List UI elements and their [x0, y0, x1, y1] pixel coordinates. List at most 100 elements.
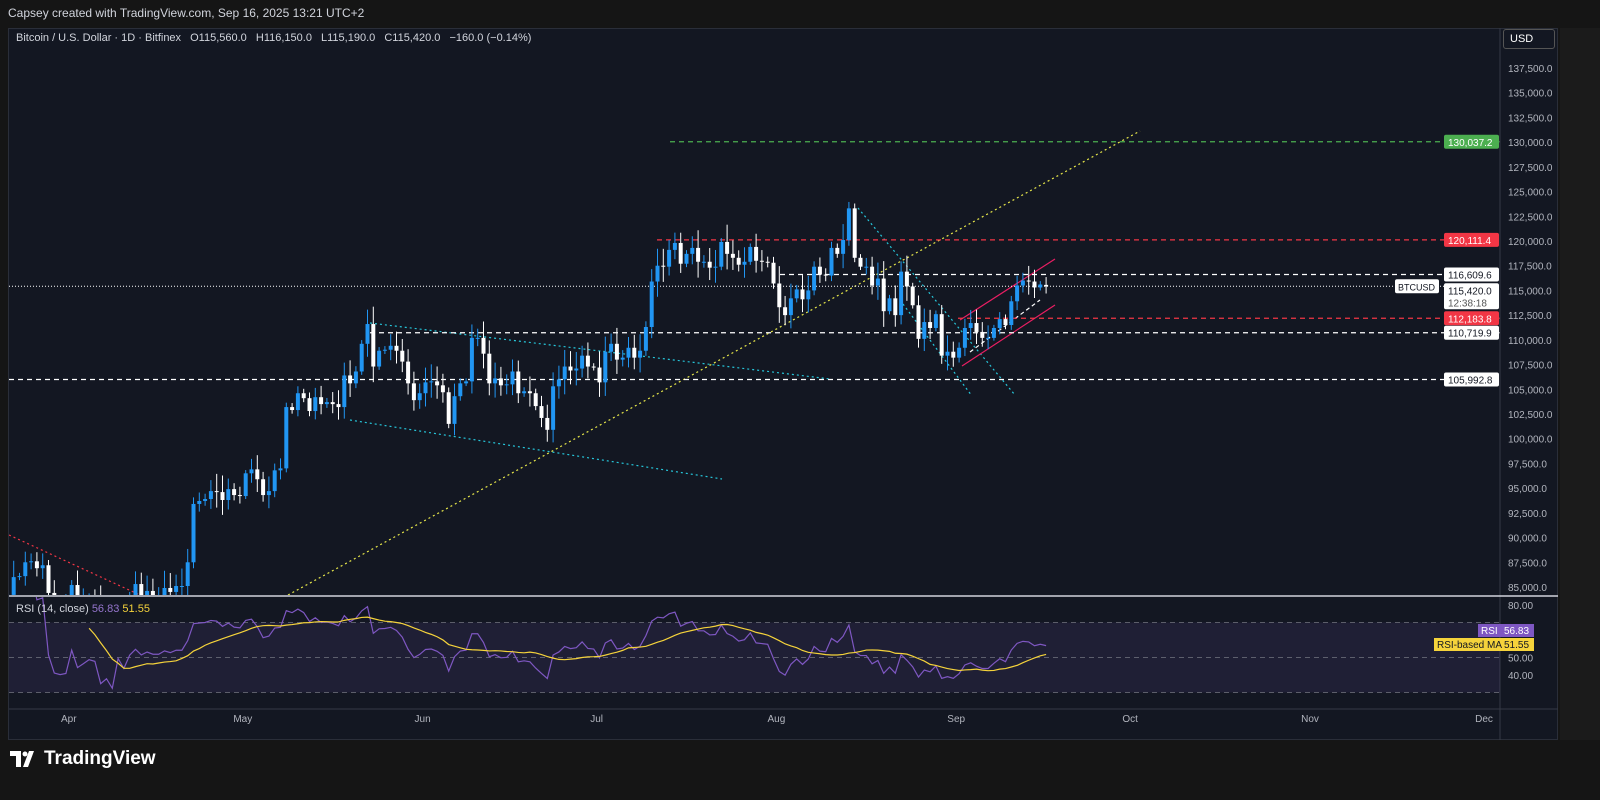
rsi-legend: RSI (14, close) 56.83 51.55: [16, 603, 150, 615]
candle-body: [545, 417, 550, 430]
candle-body: [916, 305, 921, 339]
candle-body: [417, 393, 422, 401]
candle-body: [748, 246, 753, 262]
candle-body: [887, 298, 892, 312]
ohlc-change: −160.0 (−0.14%): [449, 32, 532, 44]
candle-body: [272, 470, 277, 492]
tradingview-logo[interactable]: TradingView: [10, 748, 156, 770]
candle-body: [220, 492, 225, 501]
currency-button[interactable]: USD: [1503, 29, 1555, 49]
price-tick-label: 137,500.0: [1508, 64, 1553, 75]
candle-body: [614, 343, 619, 360]
candle-body: [406, 361, 411, 384]
rsi-value-bg: [1500, 624, 1534, 637]
candle-body: [643, 326, 648, 351]
channel-line: [961, 304, 1056, 367]
candle-body: [713, 266, 718, 268]
chart-credit: Capsey created with TradingView.com, Sep…: [8, 6, 365, 20]
symbol-legend: Bitcoin / U.S. Dollar · 1D · Bitfinex O1…: [16, 32, 537, 44]
price-level-label: 105,992.8: [1448, 375, 1493, 386]
candle-body: [962, 327, 967, 348]
price-level-label: 120,111.4: [1448, 236, 1491, 247]
candle-body: [139, 584, 144, 595]
candle-body: [348, 375, 353, 384]
candle-body: [145, 590, 150, 595]
price-tick-label: 120,000.0: [1508, 237, 1553, 248]
tv-logo-icon: [10, 751, 34, 767]
channel-line: [959, 258, 1056, 321]
rsi-tick-label: 50.00: [1508, 654, 1533, 665]
time-tick-label: Dec: [1475, 714, 1493, 725]
current-price-label-bg: [1444, 283, 1499, 310]
candle-body: [800, 289, 805, 300]
candle-body: [446, 392, 451, 424]
price-tick-label: 125,000.0: [1508, 188, 1553, 199]
trendline: [349, 419, 723, 480]
candle-body: [516, 371, 521, 394]
candle-body: [777, 283, 782, 308]
chart-frame[interactable]: [8, 28, 1558, 740]
candle-body: [17, 576, 22, 578]
candle-body: [957, 347, 962, 358]
candle-body: [933, 314, 938, 328]
candle-body: [812, 266, 817, 291]
candle-body: [870, 266, 875, 286]
candle-body: [725, 241, 730, 254]
candle-body: [835, 247, 840, 254]
candle-body: [655, 265, 660, 282]
candle-body: [939, 314, 944, 356]
candle-body: [284, 407, 289, 469]
countdown-label: 12:38:18: [1448, 298, 1487, 309]
price-level-label-bg: [1444, 267, 1499, 282]
candle-body: [336, 404, 341, 408]
candle-body: [951, 351, 956, 358]
candle-body: [493, 378, 498, 384]
candle-body: [1009, 301, 1014, 326]
candle-body: [707, 261, 712, 268]
trendline: [899, 299, 973, 397]
price-tick-label: 102,500.0: [1508, 410, 1553, 421]
candle-body: [591, 366, 596, 368]
candle-body: [980, 331, 985, 338]
candle-body: [162, 587, 167, 595]
candle-body: [400, 350, 405, 362]
candle-body: [585, 355, 590, 367]
candle-body: [290, 407, 295, 411]
symbol-title[interactable]: Bitcoin / U.S. Dollar · 1D · Bitfinex: [16, 32, 182, 44]
candle-body: [324, 402, 329, 405]
price-level-label-bg: [1444, 372, 1499, 387]
price-tick-label: 122,500.0: [1508, 212, 1553, 223]
ohlc-open: O115,560.0: [190, 32, 247, 44]
candle-body: [69, 585, 74, 595]
candle-body: [823, 274, 828, 276]
rsi-band: [9, 622, 1500, 693]
candle-body: [371, 324, 376, 367]
candle-body: [278, 468, 283, 471]
price-tick-label: 130,000.0: [1508, 138, 1553, 149]
candle-body: [1020, 280, 1025, 286]
candle-body: [922, 322, 927, 339]
candle-body: [551, 386, 556, 430]
candle-body: [928, 322, 933, 328]
candle-body: [330, 402, 335, 405]
rsi-title[interactable]: RSI (14, close): [16, 603, 89, 615]
candle-body: [487, 353, 492, 384]
candle-body: [910, 286, 915, 306]
candle-body: [243, 473, 248, 497]
candle-body: [696, 247, 701, 262]
time-tick-label: Oct: [1122, 714, 1138, 725]
price-tick-label: 85,000.0: [1508, 583, 1547, 594]
price-tick-label: 92,500.0: [1508, 509, 1547, 520]
candle-body: [394, 345, 399, 351]
current-price-label: 115,420.0: [1448, 286, 1492, 297]
candle-body: [266, 491, 271, 496]
candle-body: [226, 489, 231, 501]
candle-body: [295, 393, 300, 411]
ohlc-close: C115,420.0: [384, 32, 441, 44]
candle-body: [452, 396, 457, 424]
candle-body: [997, 319, 1002, 328]
candle-body: [864, 266, 869, 268]
candle-body: [754, 246, 759, 261]
candle-body: [945, 351, 950, 356]
